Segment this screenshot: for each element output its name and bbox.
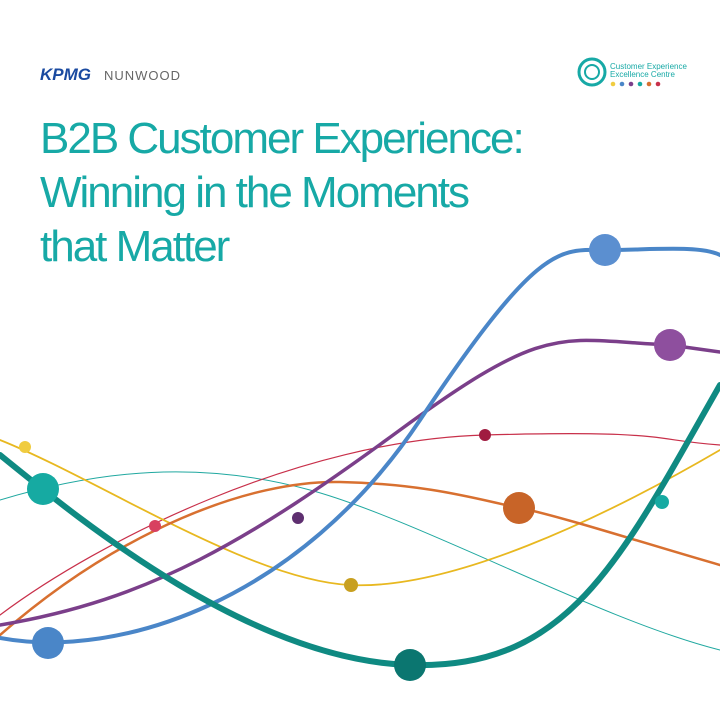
dot [27, 473, 59, 505]
dot [655, 495, 669, 509]
curve [0, 433, 720, 616]
title-line: Winning in the Moments [40, 168, 469, 217]
dot [654, 329, 686, 361]
dot [479, 429, 491, 441]
badge-text: Customer Experience [610, 62, 687, 71]
dot [19, 441, 31, 453]
dot [344, 578, 358, 592]
title-line: that Matter [40, 222, 230, 271]
dot [32, 627, 64, 659]
badge-dot [637, 81, 643, 87]
dot [589, 234, 621, 266]
dot [292, 512, 304, 524]
badge-dot [610, 81, 616, 87]
curves [0, 246, 720, 669]
badge-ring [577, 57, 607, 87]
curve [0, 471, 720, 651]
dot [394, 649, 426, 681]
badge: Customer Experience Excellence Centre [577, 57, 687, 87]
dot [149, 520, 161, 532]
curve [0, 382, 720, 669]
title-line: B2B Customer Experience: [40, 114, 523, 163]
dot [503, 492, 535, 524]
curve [0, 246, 720, 645]
badge-dot [655, 81, 661, 87]
badge-dot [628, 81, 634, 87]
badge-dot [646, 81, 652, 87]
badge-ring [584, 64, 600, 80]
badge-dot [619, 81, 625, 87]
dots [19, 234, 686, 681]
curve [0, 338, 720, 627]
curve [0, 480, 720, 637]
partner-logo: NUNWOOD [104, 68, 181, 83]
brand-logo: KPMG [40, 65, 91, 84]
badge-text: Excellence Centre [610, 70, 675, 79]
